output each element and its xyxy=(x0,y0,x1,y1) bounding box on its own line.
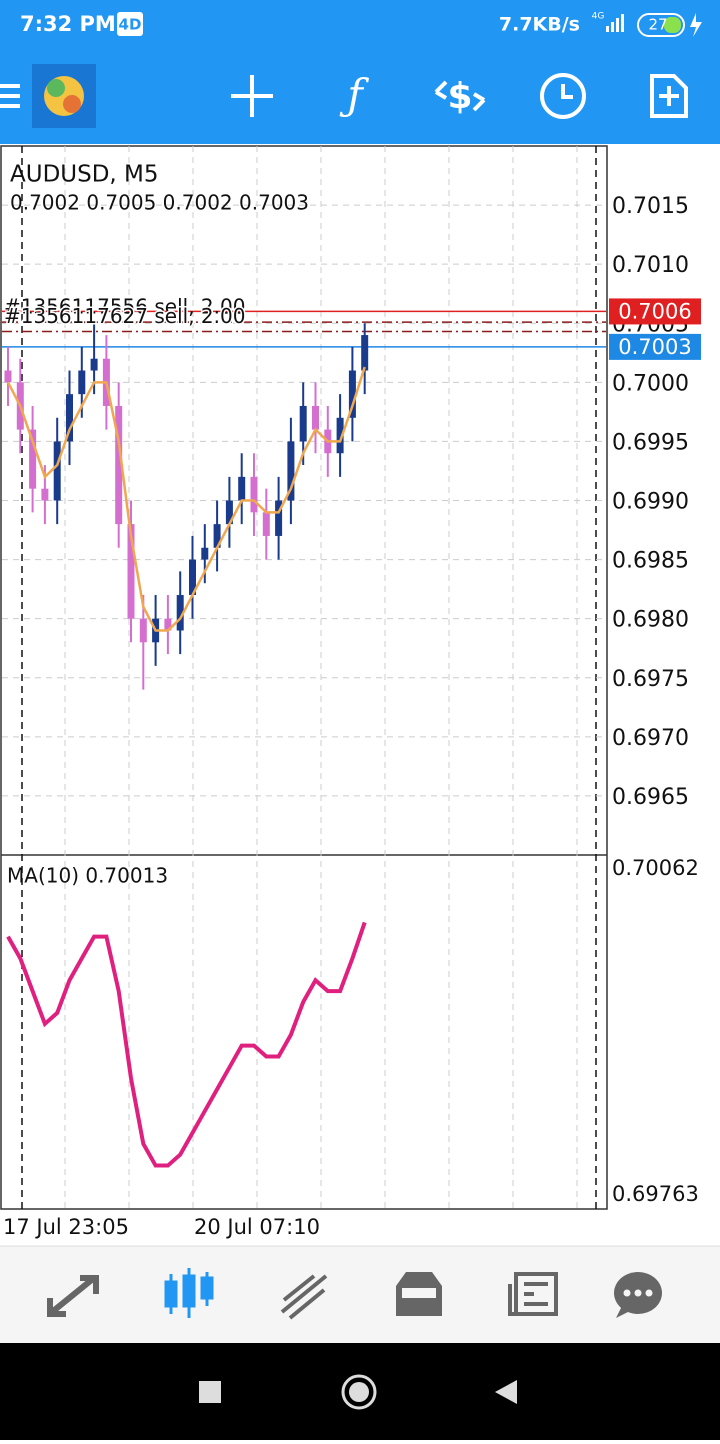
ma-indicator xyxy=(6,921,367,1168)
net-speed: 7.7KB/s xyxy=(499,14,580,36)
y-tick-label: 0.6985 xyxy=(612,549,689,574)
indicator-tick-label: 0.69763 xyxy=(612,1182,699,1206)
candle-body xyxy=(275,500,283,536)
x-tick-label: 17 Jul 23:05 xyxy=(3,1215,129,1239)
candle-body xyxy=(53,441,61,501)
svg-text:$: $ xyxy=(447,76,472,117)
bottom-nav xyxy=(0,1246,720,1343)
candle-body xyxy=(78,370,86,395)
y-tick-label: 0.7000 xyxy=(612,371,689,396)
candle-body xyxy=(348,370,356,418)
ma-overlay xyxy=(6,366,366,632)
history-tab[interactable] xyxy=(396,1272,442,1316)
news-tab[interactable] xyxy=(508,1272,558,1316)
battery xyxy=(637,13,685,37)
y-tick-label: 0.6980 xyxy=(612,608,689,633)
candle-body xyxy=(4,370,12,383)
chat-tab[interactable] xyxy=(614,1272,662,1318)
quotes-tab[interactable] xyxy=(47,1275,99,1317)
candle-body xyxy=(213,524,221,548)
badge: 4D xyxy=(119,16,142,34)
indicator-tick-label: 0.70062 xyxy=(612,856,699,880)
recents-button[interactable] xyxy=(199,1381,221,1403)
battery-text: 27 xyxy=(648,16,667,34)
candle-body xyxy=(250,476,258,513)
y-tick-label: 0.7015 xyxy=(612,194,689,219)
ask-tag xyxy=(609,298,701,325)
crosshair-button[interactable] xyxy=(231,75,273,117)
symbol: AUDUSD, M5 xyxy=(10,162,159,188)
candle-body xyxy=(139,618,147,643)
home-button[interactable] xyxy=(341,1374,377,1410)
candle-body xyxy=(287,441,295,501)
candle-body xyxy=(164,618,172,631)
candle-body xyxy=(238,476,246,501)
chart-frame xyxy=(0,145,608,1210)
candle-body xyxy=(225,500,233,525)
badge-bg xyxy=(117,12,143,36)
candle-body xyxy=(262,512,270,536)
candle-body xyxy=(90,358,98,371)
candle-body xyxy=(29,429,37,489)
bid-price: 0.7003 xyxy=(618,335,691,359)
trade-tab[interactable] xyxy=(280,1274,328,1320)
indicator-title: MA(10) 0.70013 xyxy=(7,864,168,888)
ask-price: 0.7006 xyxy=(618,299,691,323)
menu-button[interactable] xyxy=(0,84,20,108)
y-tick-label: 0.6995 xyxy=(612,430,689,455)
charging-icon xyxy=(690,13,702,37)
x-tick-label: 20 Jul 07:10 xyxy=(194,1215,320,1239)
y-tick-label: 0.7010 xyxy=(612,253,689,278)
candle-body xyxy=(115,405,123,525)
quote: 0.7002 0.7005 0.7002 0.7003 xyxy=(10,191,309,215)
bid-tag xyxy=(609,333,701,360)
new-order-button[interactable] xyxy=(650,74,688,118)
candle-body xyxy=(189,559,196,596)
candle-body xyxy=(201,547,209,560)
history-button[interactable] xyxy=(540,73,586,119)
order-label: #1356117627 sell, 2.00 xyxy=(4,304,245,328)
y-tick-label: 0.6965 xyxy=(612,785,689,810)
y-tick-label: 0.6990 xyxy=(612,490,689,515)
plot xyxy=(2,310,606,1168)
candle-body xyxy=(176,595,184,631)
battery-level xyxy=(664,17,681,33)
candle-body xyxy=(312,405,319,430)
y-tick-label: 0.6975 xyxy=(612,667,689,692)
y-tick-label: 0.6970 xyxy=(612,726,689,751)
candle-body xyxy=(361,335,369,371)
network: 4G xyxy=(592,12,605,22)
chart-tab[interactable] xyxy=(164,1268,214,1318)
order-label: #1356117556 sell, 2.00 xyxy=(4,295,245,319)
candle-body xyxy=(336,417,344,454)
candle-body xyxy=(299,405,307,442)
clock: 7:32 PM xyxy=(20,12,116,36)
grid xyxy=(2,146,606,1209)
candle-body xyxy=(66,394,73,442)
trade-button[interactable]: $ xyxy=(434,76,486,117)
candle-body xyxy=(127,524,135,619)
signal-icon xyxy=(606,14,624,32)
app-logo[interactable] xyxy=(32,64,96,128)
back-button[interactable] xyxy=(495,1380,517,1404)
candle-body xyxy=(41,488,49,501)
